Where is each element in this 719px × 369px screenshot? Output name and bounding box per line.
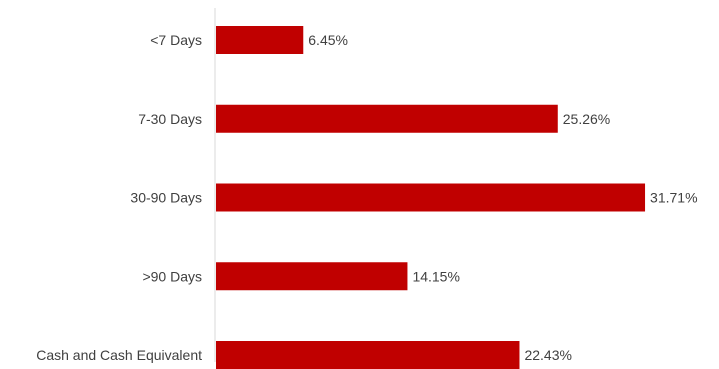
bar bbox=[216, 341, 520, 369]
value-label: 25.26% bbox=[563, 111, 610, 127]
value-label: 6.45% bbox=[308, 32, 348, 48]
value-label: 31.71% bbox=[650, 190, 697, 206]
category-labels-group: <7 Days 7-30 Days 30-90 Days >90 Days Cash a… bbox=[36, 32, 202, 363]
category-label: 7-30 Days bbox=[138, 111, 202, 127]
value-label: 22.43% bbox=[524, 347, 571, 363]
value-labels-group: 6.45% 25.26% 31.71% 14.15% 22.43% bbox=[308, 32, 697, 363]
value-label: 14.15% bbox=[412, 268, 459, 284]
bar bbox=[216, 26, 304, 54]
category-label: 30-90 Days bbox=[130, 190, 202, 206]
bar bbox=[216, 262, 408, 291]
category-label: >90 Days bbox=[142, 268, 202, 284]
bar bbox=[216, 104, 558, 133]
category-label: <7 Days bbox=[150, 32, 202, 48]
category-label: Cash and Cash Equivalent bbox=[36, 347, 202, 363]
bar bbox=[216, 183, 646, 212]
bars-group bbox=[216, 26, 646, 369]
